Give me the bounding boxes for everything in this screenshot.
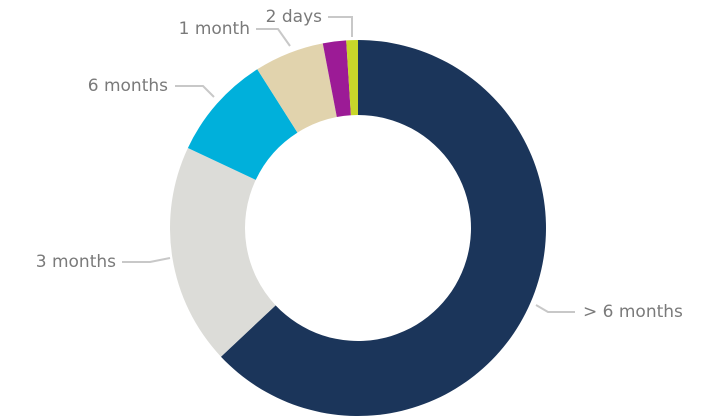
donut-segment xyxy=(257,43,337,133)
segment-label: 2 days xyxy=(266,7,322,27)
donut-segment xyxy=(220,40,546,416)
donut-segment xyxy=(346,40,358,116)
leader-line xyxy=(175,85,215,98)
segment-label: 3 months xyxy=(36,252,116,272)
leader-line xyxy=(535,304,575,313)
segment-label: > 6 months xyxy=(583,302,683,322)
segment-label: 6 months xyxy=(88,76,168,96)
donut-segment xyxy=(187,69,298,180)
leader-line xyxy=(328,16,353,37)
donut-segment xyxy=(322,40,351,118)
leader-line xyxy=(256,28,291,47)
segment-label: 1 month xyxy=(179,19,250,39)
donut-segment xyxy=(170,147,276,357)
leader-line xyxy=(122,257,171,263)
